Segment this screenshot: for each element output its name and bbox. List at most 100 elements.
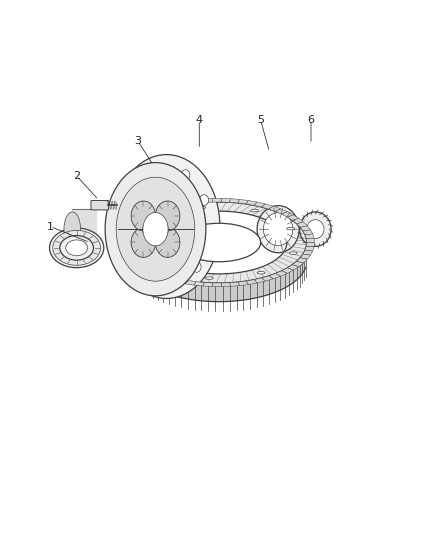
Polygon shape — [238, 281, 248, 286]
Polygon shape — [129, 224, 140, 229]
Ellipse shape — [251, 209, 258, 212]
Polygon shape — [169, 203, 180, 208]
Polygon shape — [238, 199, 248, 204]
Polygon shape — [137, 263, 148, 269]
Polygon shape — [142, 213, 153, 219]
Polygon shape — [305, 246, 314, 251]
Polygon shape — [131, 202, 307, 283]
Polygon shape — [124, 245, 132, 249]
Polygon shape — [148, 269, 159, 275]
Text: 5: 5 — [257, 115, 264, 125]
Polygon shape — [282, 212, 293, 217]
Polygon shape — [177, 201, 188, 206]
Polygon shape — [300, 226, 311, 231]
Ellipse shape — [263, 213, 293, 246]
Ellipse shape — [138, 243, 145, 246]
Ellipse shape — [169, 278, 178, 289]
Polygon shape — [297, 258, 307, 263]
Ellipse shape — [181, 169, 190, 180]
Polygon shape — [148, 210, 159, 216]
Polygon shape — [124, 248, 134, 253]
Polygon shape — [137, 216, 148, 222]
Polygon shape — [212, 283, 221, 287]
Ellipse shape — [200, 195, 208, 205]
Polygon shape — [300, 254, 311, 259]
Ellipse shape — [290, 252, 297, 254]
Polygon shape — [194, 199, 204, 204]
Polygon shape — [154, 272, 166, 278]
Polygon shape — [185, 280, 196, 285]
Polygon shape — [142, 266, 153, 272]
Ellipse shape — [131, 201, 155, 231]
Polygon shape — [161, 205, 173, 211]
Ellipse shape — [155, 201, 180, 231]
Polygon shape — [185, 200, 196, 205]
Ellipse shape — [124, 248, 133, 259]
Ellipse shape — [105, 163, 206, 296]
Ellipse shape — [205, 277, 213, 279]
Polygon shape — [246, 200, 257, 205]
Polygon shape — [303, 251, 313, 255]
Polygon shape — [203, 282, 213, 287]
Polygon shape — [221, 282, 230, 287]
Ellipse shape — [155, 228, 180, 257]
Polygon shape — [246, 280, 257, 285]
Ellipse shape — [153, 220, 161, 222]
Polygon shape — [276, 209, 287, 214]
Ellipse shape — [60, 236, 93, 260]
Polygon shape — [132, 220, 144, 225]
Polygon shape — [261, 204, 273, 209]
Ellipse shape — [64, 212, 81, 246]
Ellipse shape — [257, 206, 299, 253]
Polygon shape — [154, 207, 166, 213]
Polygon shape — [269, 273, 281, 279]
Ellipse shape — [204, 230, 213, 240]
Polygon shape — [254, 278, 265, 283]
Ellipse shape — [113, 155, 220, 298]
Ellipse shape — [66, 240, 88, 256]
Polygon shape — [230, 282, 240, 286]
Ellipse shape — [307, 220, 324, 239]
Polygon shape — [287, 265, 299, 270]
Polygon shape — [221, 198, 230, 203]
Ellipse shape — [120, 213, 129, 223]
Polygon shape — [292, 219, 304, 224]
Polygon shape — [126, 228, 136, 233]
Polygon shape — [161, 274, 173, 280]
Polygon shape — [261, 276, 273, 281]
Polygon shape — [124, 232, 134, 237]
Text: 6: 6 — [307, 115, 314, 125]
Ellipse shape — [198, 206, 206, 209]
Polygon shape — [297, 222, 307, 227]
Polygon shape — [306, 243, 314, 247]
Polygon shape — [129, 256, 140, 261]
Ellipse shape — [155, 164, 164, 175]
Polygon shape — [287, 215, 299, 220]
Polygon shape — [212, 198, 221, 202]
Polygon shape — [132, 249, 306, 302]
Polygon shape — [124, 236, 132, 240]
Ellipse shape — [53, 230, 101, 265]
Ellipse shape — [192, 262, 201, 272]
Polygon shape — [276, 271, 287, 276]
Polygon shape — [126, 252, 136, 257]
Polygon shape — [254, 202, 265, 207]
Polygon shape — [124, 240, 131, 245]
Polygon shape — [282, 268, 293, 273]
Polygon shape — [292, 261, 304, 266]
Polygon shape — [230, 199, 240, 203]
Text: 3: 3 — [134, 136, 141, 146]
Text: 2: 2 — [73, 171, 80, 181]
Polygon shape — [132, 260, 144, 265]
Polygon shape — [194, 281, 204, 286]
Ellipse shape — [131, 228, 155, 257]
Ellipse shape — [177, 223, 261, 262]
Polygon shape — [303, 230, 313, 235]
Polygon shape — [177, 279, 188, 284]
FancyBboxPatch shape — [91, 200, 109, 210]
Polygon shape — [305, 234, 314, 239]
Ellipse shape — [132, 181, 141, 191]
Ellipse shape — [116, 177, 195, 281]
Ellipse shape — [143, 273, 152, 284]
Ellipse shape — [257, 271, 265, 274]
